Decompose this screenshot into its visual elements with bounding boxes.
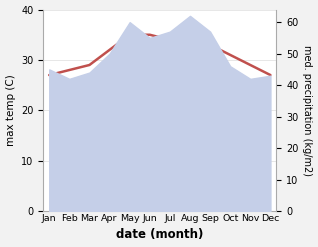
Y-axis label: max temp (C): max temp (C) (5, 74, 16, 146)
X-axis label: date (month): date (month) (116, 228, 204, 242)
Y-axis label: med. precipitation (kg/m2): med. precipitation (kg/m2) (302, 45, 313, 176)
